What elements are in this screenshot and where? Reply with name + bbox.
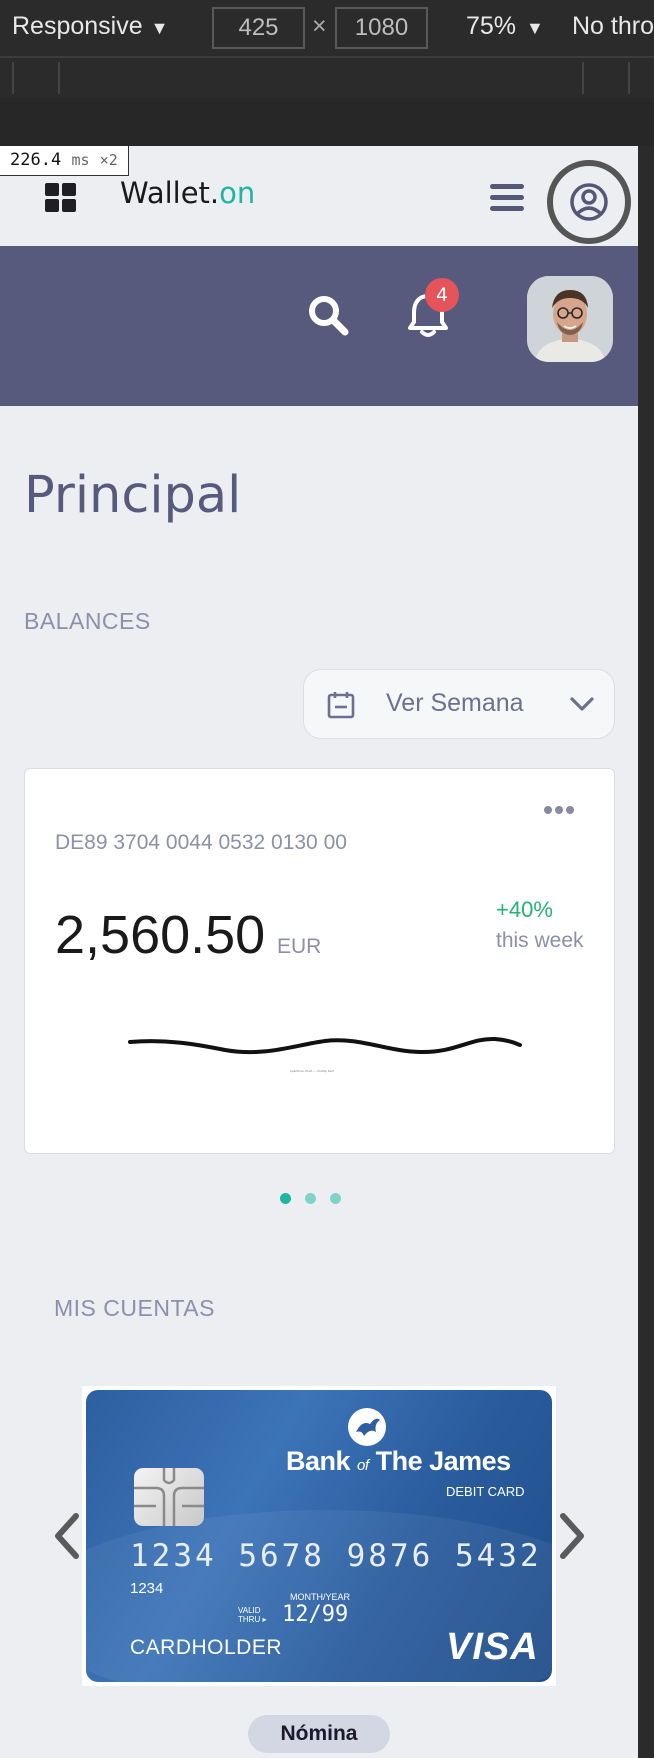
device-preset-label: Responsive (12, 12, 143, 40)
accounts-carousel: Bank of The James DEBIT CARD 1234 5678 9… (0, 1386, 638, 1686)
brand-text: Wallet. (120, 176, 220, 210)
page-title: Principal (24, 466, 242, 525)
balance-sparkline (128, 1036, 522, 1055)
chevron-right-icon[interactable] (555, 1511, 589, 1561)
zoom-label: 75% (466, 12, 517, 40)
hamburger-icon[interactable] (490, 184, 524, 214)
grid-icon[interactable] (45, 183, 77, 213)
more-dots-icon[interactable] (544, 799, 578, 814)
cardholder-name: CARDHOLDER (130, 1636, 283, 1659)
dropdown-arrow-icon: ▼ (526, 18, 544, 38)
user-circle-glyph (570, 183, 608, 221)
frame-time-value: 226.4 (10, 150, 62, 170)
accounts-section-label: MIS CUENTAS (54, 1295, 215, 1321)
balance-currency: EUR (277, 935, 322, 958)
search-icon[interactable] (305, 292, 351, 338)
user-circle-icon[interactable] (547, 160, 631, 244)
brand-accent-text: on (219, 176, 256, 210)
bank-logo-icon (348, 1408, 386, 1446)
card-number-small: 1234 (130, 1580, 164, 1597)
carousel-dot[interactable] (330, 1193, 341, 1204)
dimension-separator: × (312, 12, 327, 40)
balance-amount: 2,560.50 (55, 905, 266, 965)
frame-time-unit: ms (71, 151, 90, 169)
top-navbar: Wallet.on (0, 146, 638, 246)
viewport-width-input[interactable]: 425 (212, 7, 305, 49)
chevron-down-icon (570, 697, 594, 711)
carousel-dot-active[interactable] (280, 1193, 291, 1204)
ruler-divider (582, 62, 584, 94)
devtools-toolbar: Responsive ▼ 425 × 1080 75% ▼ No thro (0, 0, 654, 56)
header-band: 4 (0, 246, 638, 406)
card-number: 1234 5678 9876 5432 (130, 1538, 542, 1574)
period-select-label: Ver Semana (386, 689, 524, 717)
ruler-divider (58, 62, 60, 94)
month-year-label: MONTH/YEAR (290, 1592, 351, 1602)
carousel-dot[interactable] (305, 1193, 316, 1204)
ruler-divider (628, 62, 630, 94)
account-name-pill[interactable]: Nómina (248, 1715, 390, 1753)
period-select[interactable]: Ver Semana (303, 669, 615, 739)
sparkline-caption: sparkline chart — tooltip text (290, 1069, 334, 1073)
balance-change-period: this week (496, 929, 584, 952)
device-viewport: Wallet.on 226.4 ms ×2 (0, 146, 638, 1758)
dropdown-arrow-icon: ▼ (150, 18, 169, 38)
card-expiry: 12/99 (282, 1602, 349, 1627)
zoom-dropdown[interactable]: 75% ▼ (466, 12, 544, 41)
balance-change: +40% (496, 897, 553, 922)
card-type: DEBIT CARD (446, 1484, 525, 1499)
valid-thru-label: VALID THRU ▸ (238, 1606, 267, 1624)
bank-card: Bank of The James DEBIT CARD 1234 5678 9… (86, 1390, 552, 1682)
bank-name: Bank of The James (286, 1446, 511, 1476)
devtools-spacer (0, 98, 654, 146)
card-chip (134, 1468, 204, 1526)
device-preset-dropdown[interactable]: Responsive ▼ (12, 12, 168, 41)
ruler-divider (12, 62, 14, 94)
account-iban: DE89 3704 0044 0532 0130 00 (55, 831, 347, 854)
viewport-height-input[interactable]: 1080 (335, 7, 428, 49)
avatar[interactable] (527, 276, 613, 362)
chevron-left-icon[interactable] (50, 1511, 84, 1561)
balances-section-label: BALANCES (24, 608, 151, 634)
frame-multiplier: ×2 (99, 151, 118, 169)
visa-logo: VISA (446, 1626, 539, 1668)
calendar-icon (327, 692, 355, 719)
avatar-portrait (527, 276, 613, 362)
balance-card[interactable]: DE89 3704 0044 0532 0130 00 2,560.50 EUR… (24, 768, 615, 1154)
throttle-dropdown[interactable]: No thro (572, 12, 654, 40)
frame-time-overlay: 226.4 ms ×2 (0, 146, 129, 176)
brand-logo[interactable]: Wallet.on (120, 176, 255, 210)
bank-card-frame[interactable]: Bank of The James DEBIT CARD 1234 5678 9… (82, 1386, 556, 1686)
notification-badge: 4 (425, 278, 459, 312)
devtools-ruler-bar (0, 56, 654, 98)
